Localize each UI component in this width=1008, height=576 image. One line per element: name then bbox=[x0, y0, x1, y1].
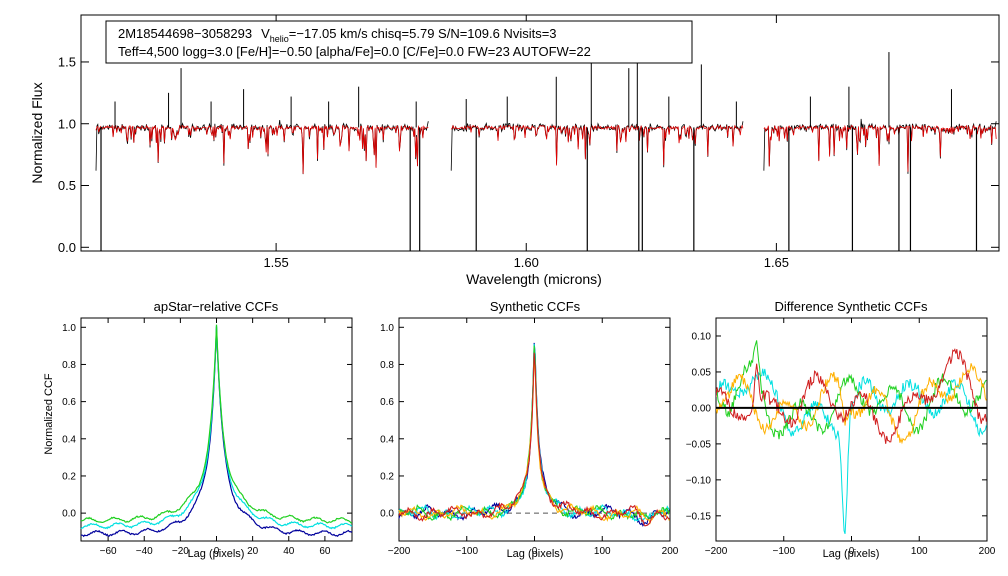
difference-ccf-line-1 bbox=[716, 368, 987, 535]
difference-ccf-xtick-label: 0 bbox=[849, 546, 855, 557]
difference-ccf-line-3 bbox=[716, 363, 987, 445]
synthetic-ccf-xtick-label: −100 bbox=[455, 546, 478, 557]
info-line-2: Teff=4,500 logg=3.0 [Fe/H]=−0.50 [alpha/… bbox=[118, 44, 591, 59]
spectrum-ytick-label: 1.0 bbox=[58, 116, 76, 131]
difference-ccf-ytick-label: 0.00 bbox=[692, 403, 712, 414]
synthetic-ccf-ytick-label: 0.4 bbox=[380, 434, 394, 445]
apstar-ccf-line-3 bbox=[80, 324, 353, 524]
star-id: 2M18544698−3058293 bbox=[118, 26, 252, 41]
apstar-ccf-ytick-label: 0.8 bbox=[62, 360, 76, 371]
synthetic-ccf-ytick-label: 1.0 bbox=[380, 323, 394, 334]
apstar-ccf-xtick-label: −60 bbox=[100, 546, 117, 557]
apstar-ccf-xtick-label: 0 bbox=[214, 546, 220, 557]
spectrum-plot bbox=[95, 39, 997, 251]
spectrum-xlabel: Wavelength (microns) bbox=[466, 271, 602, 287]
spectrum-ytick-label: 0.0 bbox=[58, 240, 76, 255]
model-spectrum-line bbox=[763, 124, 997, 172]
info-box bbox=[105, 20, 693, 64]
synthetic-ccf-xtick-label: 100 bbox=[594, 546, 611, 557]
difference-ccf-xtick-label: 200 bbox=[979, 546, 996, 557]
difference-ccf-line-2 bbox=[716, 340, 987, 440]
apstar-ccf-line-2 bbox=[80, 325, 353, 530]
vhelio-subscript: helio bbox=[270, 34, 289, 44]
spectrum-panel: 1.55 1.60 1.65 0.0 0.5 1.0 1.5 Wavelength (mic… bbox=[29, 14, 1000, 287]
difference-ccf-title: Difference Synthetic CCFs bbox=[775, 299, 928, 314]
apstar-ccf-ytick-label: 0.4 bbox=[62, 434, 76, 445]
spectrum-ytick-label: 0.5 bbox=[58, 178, 76, 193]
spectrum-ytick-label: 1.5 bbox=[58, 55, 76, 70]
spectrum-ticks: 1.55 1.60 1.65 0.0 0.5 1.0 1.5 bbox=[58, 15, 999, 270]
apstar-ccf-xtick-label: −40 bbox=[136, 546, 153, 557]
difference-ccf-ytick-label: −0.15 bbox=[686, 511, 712, 522]
synthetic-ccf-panel: Synthetic CCFs −200 −100 0 100 200 0.0 0.2 0.4 0… bbox=[380, 299, 679, 560]
spectrum-axes-frame bbox=[80, 14, 1000, 252]
apstar-ccf-xtick-label: 20 bbox=[247, 546, 259, 557]
spectrum-ylabel: Normalized Flux bbox=[29, 82, 45, 183]
difference-ccf-xtick-label: −100 bbox=[772, 546, 795, 557]
spectrum-xtick-label: 1.55 bbox=[263, 255, 288, 270]
synthetic-ccf-xtick-label: 200 bbox=[662, 546, 679, 557]
apstar-ccf-ticks: −60 −40 −20 0 20 40 60 0.0 0.2 0.4 0.6 0.8 1.0 bbox=[62, 318, 352, 557]
model-spectrum-line bbox=[95, 124, 429, 174]
difference-ccf-ticks: −200 −100 0 100 200 −0.15 −0.10 −0.05 0.00 0.05 0.… bbox=[686, 318, 996, 557]
apstar-ccf-ylabel: Normalized CCF bbox=[43, 373, 55, 455]
synthetic-ccf-line-1 bbox=[398, 342, 670, 527]
synthetic-ccf-ticks: −200 −100 0 100 200 0.0 0.2 0.4 0.6 0.8 1.0 bbox=[380, 318, 679, 557]
apstar-ccf-ytick-label: 0.0 bbox=[62, 509, 76, 520]
synthetic-ccf-line-5 bbox=[398, 352, 670, 527]
synthetic-ccf-title: Synthetic CCFs bbox=[490, 299, 581, 314]
difference-ccf-xtick-label: −200 bbox=[705, 546, 728, 557]
difference-ccf-ytick-label: −0.10 bbox=[686, 475, 712, 486]
apstar-ccf-ytick-label: 0.6 bbox=[62, 397, 76, 408]
apstar-ccf-xtick-label: −20 bbox=[172, 546, 189, 557]
synthetic-ccf-xtick-label: −200 bbox=[388, 546, 411, 557]
difference-ccf-ytick-label: −0.05 bbox=[686, 439, 712, 450]
apstar-ccf-xlabel: Lag (pixels) bbox=[188, 548, 245, 560]
spectrum-series-group bbox=[95, 39, 997, 251]
synthetic-ccf-xtick-label: 0 bbox=[532, 546, 538, 557]
model-spectrum-line bbox=[450, 124, 744, 166]
spectrum-xtick-label: 1.60 bbox=[514, 255, 539, 270]
difference-ccf-ytick-label: 0.05 bbox=[692, 367, 712, 378]
apstar-ccf-plot bbox=[80, 324, 353, 538]
synthetic-ccf-ytick-label: 0.6 bbox=[380, 397, 394, 408]
difference-ccf-line-4 bbox=[716, 348, 987, 444]
synthetic-ccf-ytick-label: 0.2 bbox=[380, 471, 394, 482]
synthetic-ccf-plot bbox=[398, 342, 670, 527]
synthetic-ccf-line-4 bbox=[398, 354, 670, 525]
synthetic-ccf-xlabel: Lag (pixels) bbox=[507, 548, 564, 560]
difference-ccf-axes-frame bbox=[715, 317, 988, 542]
difference-ccf-ytick-label: 0.10 bbox=[692, 331, 712, 342]
info-line-1: 2M18544698−3058293 Vhelio=−17.05 km/s chi… bbox=[118, 26, 557, 44]
difference-ccf-plot bbox=[716, 340, 987, 535]
synthetic-ccf-ytick-label: 0.0 bbox=[380, 509, 394, 520]
difference-ccf-xlabel: Lag (pixels) bbox=[823, 548, 880, 560]
apstar-ccf-ytick-label: 0.2 bbox=[62, 471, 76, 482]
apstar-ccf-title: apStar−relative CCFs bbox=[154, 299, 279, 314]
apstar-ccf-line-1 bbox=[80, 326, 353, 538]
apstar-ccf-xtick-label: 40 bbox=[283, 546, 295, 557]
spectrum-xtick-label: 1.65 bbox=[764, 255, 789, 270]
synthetic-ccf-ytick-label: 0.8 bbox=[380, 360, 394, 371]
apstar-ccf-axes-frame bbox=[80, 317, 353, 542]
difference-series-group bbox=[716, 340, 987, 535]
difference-ccf-xtick-label: 100 bbox=[911, 546, 928, 557]
vhelio-and-stats: =−17.05 km/s chisq=5.79 S/N=109.6 Nvisit… bbox=[289, 26, 557, 41]
vhelio-symbol: V bbox=[261, 26, 270, 41]
apstar-ccf-panel: apStar−relative CCFs −60 −40 −20 0 20 40 60 0.0… bbox=[43, 299, 353, 560]
difference-ccf-panel: Difference Synthetic CCFs −200 −100 0 100 20… bbox=[686, 299, 996, 560]
apstar-ccf-xtick-label: 60 bbox=[319, 546, 331, 557]
apstar-ccf-ytick-label: 1.0 bbox=[62, 323, 76, 334]
